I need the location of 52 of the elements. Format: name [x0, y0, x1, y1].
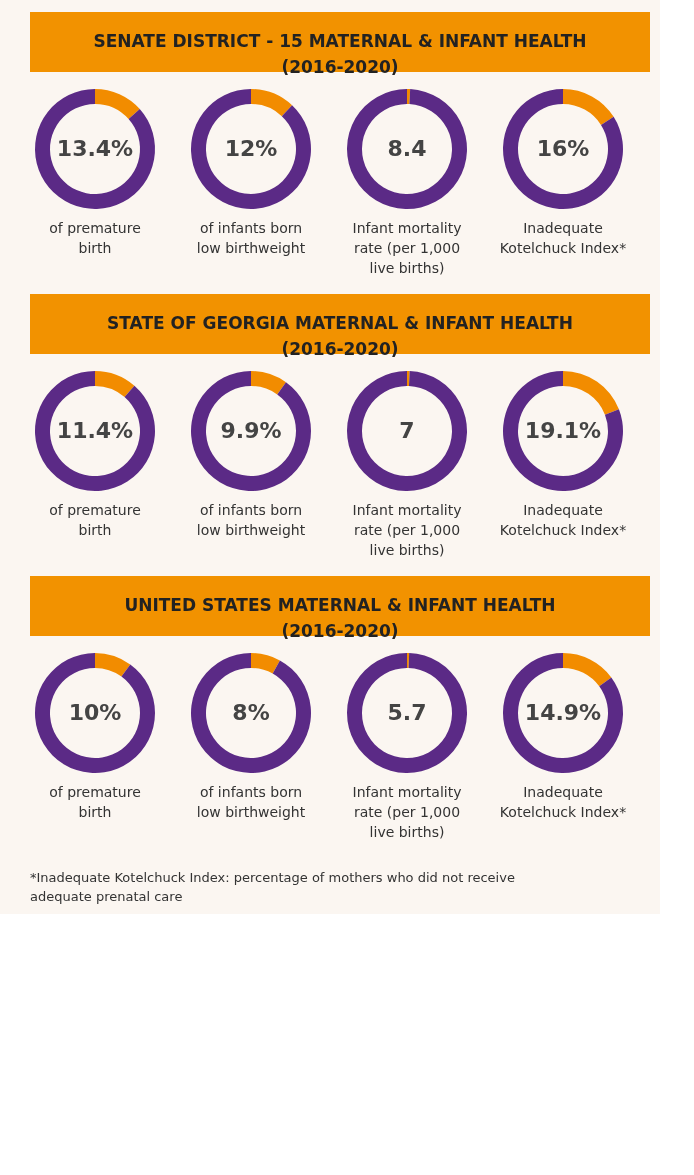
data-label: 14.9%: [524, 700, 602, 725]
donut-slice: [563, 89, 614, 125]
donut-slice: [191, 653, 311, 773]
donut-slice: [347, 653, 468, 773]
donut-slice: [347, 89, 467, 209]
text: Infant mortality rate (per 1,000 live births): [352, 220, 462, 276]
text: STATE OF GEORGIA MATERNAL & INFANT HEALTH (2016-2020): [107, 313, 573, 359]
donut-slice: [35, 371, 155, 491]
donut-slice: [251, 89, 293, 117]
donut-slice: [95, 371, 135, 398]
data-label: 9.9%: [220, 418, 282, 443]
donut-slice: [407, 653, 410, 669]
donut-slice: [95, 653, 131, 677]
text: Inadequate Kotelchuck Index*: [499, 784, 627, 820]
donut-slice: [347, 371, 467, 491]
donut-slice: [95, 89, 140, 120]
data-label: 7: [399, 418, 415, 443]
donut-slice: [503, 371, 623, 491]
donut-slice: [191, 371, 311, 491]
donut-slice: [407, 371, 410, 387]
donut-slice: [35, 89, 155, 209]
donut-slice: [563, 371, 619, 415]
text: of premature birth: [49, 784, 141, 820]
text: of premature birth: [49, 220, 141, 256]
data-label: 10%: [68, 700, 122, 725]
donut-slice: [35, 653, 155, 773]
data-label: 5.7: [387, 700, 427, 725]
text: Infant mortality rate (per 1,000 live births): [352, 502, 462, 558]
data-label: 12%: [224, 136, 278, 161]
text: of infants born low birthweight: [196, 502, 306, 538]
text: SENATE DISTRICT - 15 MATERNAL & INFANT HEALTH (2016-2020): [93, 31, 587, 77]
data-label: 8%: [232, 700, 270, 725]
text: of infants born low birthweight: [196, 784, 306, 820]
donut-slice: [251, 653, 280, 674]
data-label: 11.4%: [56, 418, 134, 443]
text: *Inadequate Kotelchuck Index: percentage of mothers who did not receive adequate prenatal care: [30, 870, 515, 904]
donut-slice: [503, 653, 623, 773]
donut-slice: [563, 653, 612, 687]
donut-slice: [191, 89, 311, 209]
text: of infants born low birthweight: [196, 220, 306, 256]
donut-slice: [503, 89, 623, 209]
text: Inadequate Kotelchuck Index*: [499, 220, 627, 256]
data-label: 8.4: [387, 136, 427, 161]
text: of premature birth: [49, 502, 141, 538]
donut-slice: [251, 371, 286, 395]
text: Inadequate Kotelchuck Index*: [499, 502, 627, 538]
text: UNITED STATES MATERNAL & INFANT HEALTH (2016-2020): [124, 595, 556, 641]
donut-slice: [407, 89, 411, 105]
text: Infant mortality rate (per 1,000 live births): [352, 784, 462, 840]
data-label: 13.4%: [56, 136, 134, 161]
data-label: 16%: [536, 136, 590, 161]
data-label: 19.1%: [524, 418, 602, 443]
